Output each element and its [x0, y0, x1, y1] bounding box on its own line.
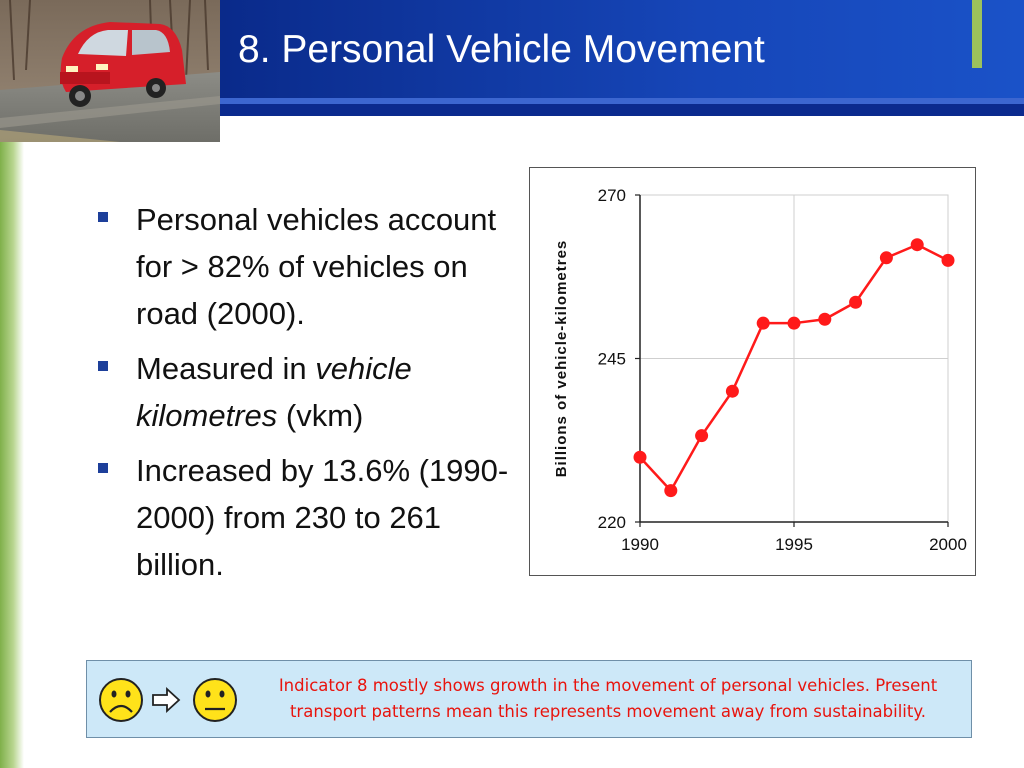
slide-title: 8. Personal Vehicle Movement: [238, 28, 765, 71]
bullet-list: Personal vehicles account for > 82% of v…: [98, 196, 518, 596]
assessment-icons: [99, 678, 237, 722]
y-axis-label: Billions of vehicle-kilometres: [553, 240, 570, 478]
x-tick-label: 1995: [775, 535, 813, 554]
data-point: [879, 251, 893, 265]
chart-series: [633, 238, 955, 498]
header-divider-dark: [220, 104, 1024, 116]
chart-tick-labels: 220 245 270 1990 1995 2000: [598, 186, 967, 554]
neutral-face-icon: [193, 678, 237, 722]
header-accent-bar: [972, 0, 982, 68]
bullet-text-suffix: (vkm): [277, 398, 364, 433]
data-point: [633, 450, 647, 464]
y-tick-label: 270: [598, 186, 626, 205]
data-point: [910, 238, 924, 252]
bullet-item: Increased by 13.6% (1990-2000) from 230 …: [98, 447, 518, 588]
data-point: [941, 253, 955, 267]
data-point: [849, 295, 863, 309]
y-tick-label: 245: [598, 350, 626, 369]
line-chart: 220 245 270 1990 1995 2000 Billions of vehicl…: [553, 186, 967, 554]
bullet-text-emphasis: vehicle kilometres: [136, 351, 412, 433]
indicator-note-box: Indicator 8 mostly shows growth in the m…: [86, 660, 972, 738]
data-point: [756, 316, 770, 330]
data-point: [787, 316, 801, 330]
header-divider-light: [220, 98, 1024, 104]
chart-frame: 220 245 270 1990 1995 2000 Billions of vehicl…: [529, 167, 976, 576]
header-band: [220, 0, 1024, 98]
minivan-illustration: [0, 0, 220, 142]
arrow-right-icon: [152, 686, 181, 714]
sad-face-icon: [99, 678, 143, 722]
bullet-marker: [98, 463, 108, 473]
bullet-marker: [98, 212, 108, 222]
bullet-text-prefix: Measured in: [136, 351, 316, 386]
data-point: [664, 484, 678, 498]
bullet-text: Increased by 13.6% (1990-2000) from 230 …: [136, 453, 509, 582]
y-tick-label: 220: [598, 513, 626, 532]
x-tick-label: 2000: [929, 535, 967, 554]
chart-grid: [639, 194, 949, 523]
minivan-photo: [0, 0, 220, 142]
data-point: [695, 429, 709, 443]
indicator-note-text: Indicator 8 mostly shows growth in the m…: [278, 676, 938, 721]
side-accent-bar: [0, 142, 24, 768]
bullet-item: Personal vehicles account for > 82% of v…: [98, 196, 518, 337]
chart-axes: [635, 194, 949, 527]
bullet-item: Measured in vehicle kilometres (vkm): [98, 345, 518, 439]
slide-header: 8. Personal Vehicle Movement: [0, 0, 1024, 118]
bullet-marker: [98, 361, 108, 371]
x-tick-label: 1990: [621, 535, 659, 554]
data-point: [818, 312, 832, 326]
data-point: [725, 384, 739, 398]
bullet-text: Personal vehicles account for > 82% of v…: [136, 202, 497, 331]
